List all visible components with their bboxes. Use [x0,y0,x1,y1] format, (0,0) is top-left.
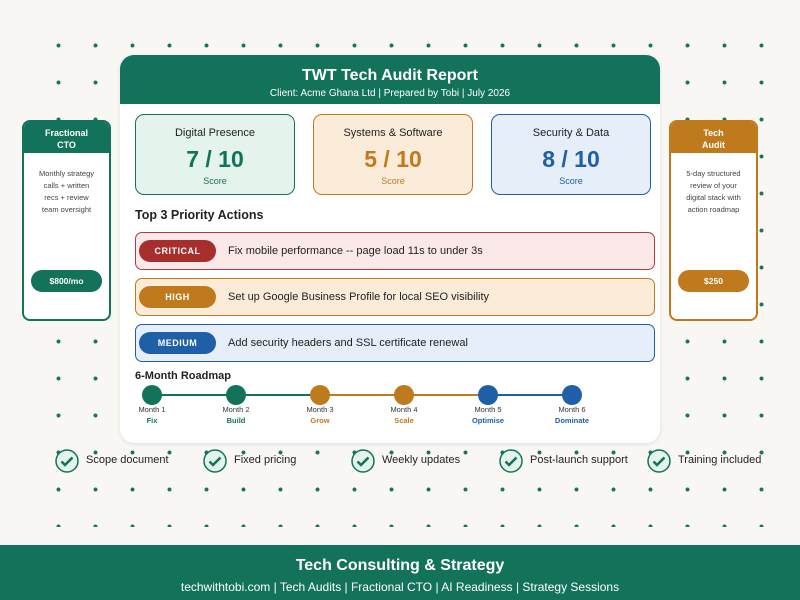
report-card: TWT Tech Audit Report Client: Acme Ghana… [120,55,660,443]
side-body: 5-day structured review of your digital st… [671,168,756,216]
side-title: Fractional [44,128,88,138]
price-pill[interactable]: $800/mo [31,270,102,292]
roadmap-node [226,385,246,405]
score-card: Systems & Software 5 / 10 Score [313,114,473,195]
feature-text: Training included [678,454,762,466]
report-title: TWT Tech Audit Report [302,67,478,84]
check-icon [351,449,375,473]
action-row: HIGH Set up Google Business Profile for l… [135,278,655,316]
footer-title: Tech Consulting & Strategy [295,557,505,574]
side-line: review of your [690,181,737,190]
score-value: 5 / 10 [364,146,422,172]
action-text: Fix mobile performance -- page load 11s … [228,245,483,257]
score-value: 8 / 10 [542,146,600,172]
step-month: Month 5 [474,405,502,414]
side-line: team oversight [41,205,92,214]
score-value: 7 / 10 [186,146,244,172]
side-card: Fractional CTO Monthly strategy calls + wr… [22,120,111,321]
feature-text: Scope document [86,454,169,466]
side-title: Audit [702,140,725,150]
step-month: Month 2 [222,405,250,414]
report-subtitle: Client: Acme Ghana Ltd | Prepared by Tob… [269,88,511,99]
step-month: Month 6 [558,405,586,414]
footer: Tech Consulting & Strategy techwithtobi.… [0,545,800,600]
roadmap-node [478,385,498,405]
score-label: Security & Data [532,127,610,139]
feature-text: Weekly updates [382,454,461,466]
section-title: Top 3 Priority Actions [135,208,264,222]
footer-links: techwithtobi.com | Tech Audits | Fractio… [180,580,620,594]
priority-pill: HIGH [139,286,216,308]
side-card-header: Fractional CTO [24,122,109,153]
score-label: Digital Presence [174,127,256,139]
roadmap-node [310,385,330,405]
step-label: Grow [310,416,330,425]
step-label: Fix [146,416,158,425]
side-line: digital stack with [686,193,741,202]
score-card: Digital Presence 7 / 10 Score [135,114,295,195]
action-text: Set up Google Business Profile for local… [228,291,490,303]
roadmap-track [142,385,582,405]
section-title: 6-Month Roadmap [135,370,231,382]
side-title: CTO [57,140,76,150]
check-icon [499,449,523,473]
priority-pill: CRITICAL [139,240,216,262]
side-line: action roadmap [687,205,740,214]
roadmap-node [142,385,162,405]
side-line: 5-day structured [686,169,741,178]
side-body: Monthly strategy calls + written recs + re… [24,168,109,216]
feature-text: Fixed pricing [234,454,297,466]
check-icon [55,449,79,473]
side-line: Monthly strategy [38,169,95,178]
side-card: Tech Audit 5-day structured review of your… [669,120,758,321]
roadmap-node [562,385,582,405]
side-line: calls + written [43,181,90,190]
side-line: recs + review [44,193,89,202]
check-icon [647,449,671,473]
priority-pill: MEDIUM [139,332,216,354]
roadmap-node [394,385,414,405]
score-label: Systems & Software [343,127,443,139]
step-label: Dominate [554,416,590,425]
step-label: Optimise [471,416,505,425]
feature-text: Post-launch support [530,454,628,466]
price-pill[interactable]: $250 [678,270,749,292]
step-month: Month 1 [138,405,166,414]
score-card: Security & Data 8 / 10 Score [491,114,651,195]
action-row: MEDIUM Add security headers and SSL certi… [135,324,655,362]
score-caption: Score [559,176,583,186]
side-card-header: Tech Audit [671,122,756,153]
step-month: Month 4 [390,405,418,414]
step-label: Scale [394,416,414,425]
step-label: Build [226,416,246,425]
score-caption: Score [381,176,405,186]
step-month: Month 3 [306,405,334,414]
check-icon [203,449,227,473]
action-row: CRITICAL Fix mobile performance -- page l… [135,232,655,270]
score-caption: Score [203,176,227,186]
report-header: TWT Tech Audit Report Client: Acme Ghana… [120,55,660,104]
side-title: Tech [703,128,724,138]
action-text: Add security headers and SSL certificate… [228,337,468,349]
